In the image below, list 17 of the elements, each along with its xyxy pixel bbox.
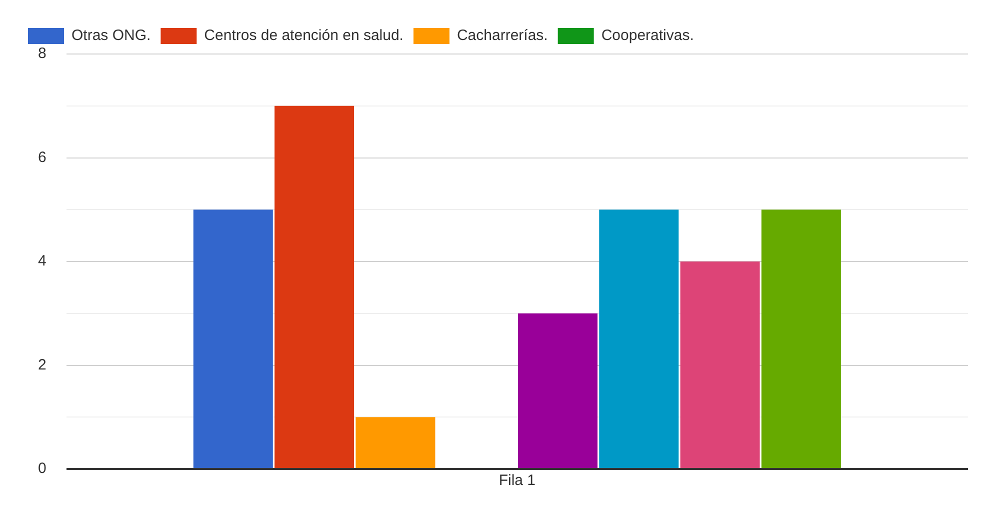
y-tick-label: 6	[38, 148, 46, 166]
y-tick-label: 8	[38, 45, 46, 62]
y-tick-label: 4	[38, 252, 46, 270]
legend-label: Otras ONG.	[72, 27, 151, 44]
bar	[761, 210, 841, 468]
bar	[274, 106, 354, 468]
bar	[356, 417, 436, 468]
y-tick-label: 2	[38, 356, 46, 374]
y-tick-label: 0	[38, 460, 46, 478]
bar	[193, 210, 273, 468]
bar	[599, 210, 679, 468]
bar	[518, 313, 598, 468]
legend-label: Cacharrerías.	[456, 27, 548, 44]
bar	[680, 262, 760, 468]
legend-label: Cooperativas.	[601, 27, 694, 44]
x-tick-label: Fila 1	[498, 472, 536, 490]
legend-label: Centros de atención en salud.	[204, 27, 404, 44]
